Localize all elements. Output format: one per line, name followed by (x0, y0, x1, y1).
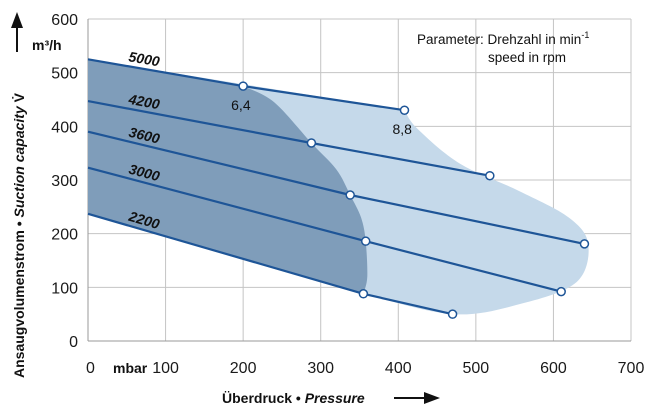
data-point-5000 (399, 105, 410, 115)
x-axis-arrow (394, 392, 440, 404)
y-axis-title: Ansaugvolumenstrom • Suction capacity V̇ (11, 92, 27, 378)
data-point-3000 (360, 236, 371, 246)
parameter-text: Parameter: Drehzahl in min-1 (417, 30, 589, 47)
x-tick-label: 300 (307, 360, 334, 377)
x-tick-label: 500 (463, 360, 490, 377)
x-tick-label: 400 (385, 360, 412, 377)
x-tick-label: 0 (86, 360, 95, 377)
parameter-superscript: -1 (581, 30, 589, 40)
y-tick-label: 100 (51, 280, 78, 297)
x-tick-label: 200 (230, 360, 257, 377)
x-tick-label: 600 (540, 360, 567, 377)
y-axis-arrow (11, 12, 23, 52)
data-point-4200 (306, 138, 317, 148)
x-axis-title: Überdruck • Pressure (222, 390, 365, 406)
data-points (238, 81, 590, 319)
y-tick-label: 500 (51, 66, 78, 83)
point-label: 8,8 (392, 121, 412, 137)
speed-label-4200: 4200 (126, 91, 161, 113)
speed-label-5000: 5000 (127, 48, 161, 69)
data-point-4200 (485, 170, 495, 181)
data-point-3600 (579, 239, 590, 249)
x-unit-label: mbar (113, 360, 148, 376)
data-point-3600 (345, 190, 355, 200)
inner-operating-region (88, 59, 368, 294)
y-unit-label: m³/h (32, 37, 62, 53)
data-point-5000 (238, 81, 248, 91)
y-tick-label: 400 (51, 119, 78, 136)
y-tick-label: 200 (51, 227, 78, 244)
speed-label-3000: 3000 (127, 161, 161, 184)
tick-labels: 0 100 200 300 400 500 600 700 0 100 200 300 400 500 60… (51, 12, 644, 377)
point-label: 6,4 (231, 97, 251, 113)
y-tick-label: 600 (51, 12, 78, 29)
x-tick-label: 100 (152, 360, 179, 377)
data-point-2200 (358, 289, 369, 299)
speed-label-3600: 3600 (127, 124, 161, 147)
y-tick-label: 300 (51, 173, 78, 190)
data-point-3000 (556, 286, 566, 297)
y-tick-label: 0 (69, 334, 78, 351)
x-tick-label: 700 (618, 360, 645, 377)
data-point-2200 (447, 309, 458, 319)
point-labels: 6,4 8,8 (231, 97, 412, 137)
parameter-subtext: speed in rpm (488, 50, 566, 65)
